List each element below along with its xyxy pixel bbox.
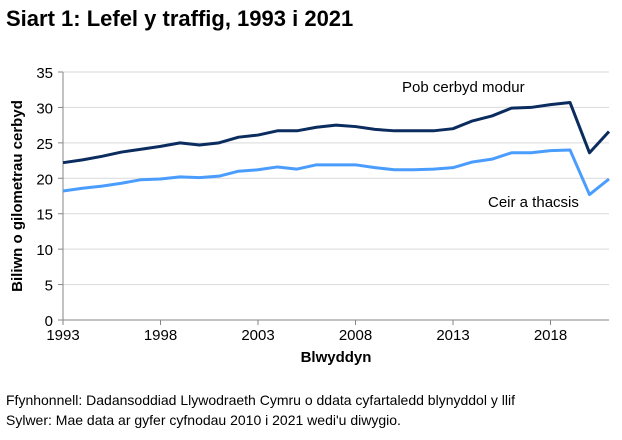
x-tick-label: 2018 bbox=[534, 327, 567, 344]
x-axis-title: Blwyddyn bbox=[301, 349, 372, 366]
y-tick-label: 20 bbox=[36, 171, 53, 188]
y-tick-label: 25 bbox=[36, 136, 53, 153]
x-tick-label: 1998 bbox=[144, 327, 177, 344]
y-axis-title: Biliwn o gilometrau cerbyd bbox=[9, 100, 26, 292]
series-label: Ceir a thacsis bbox=[488, 194, 579, 211]
y-tick-label: 10 bbox=[36, 242, 53, 259]
y-tick-label: 0 bbox=[45, 313, 53, 330]
x-tick-label: 1993 bbox=[46, 327, 79, 344]
y-tick-label: 5 bbox=[45, 278, 53, 295]
y-tick-label: 15 bbox=[36, 207, 53, 224]
x-tick-label: 2008 bbox=[339, 327, 372, 344]
y-tick-label: 35 bbox=[36, 65, 53, 82]
x-tick-label: 2013 bbox=[436, 327, 469, 344]
chart-title: Siart 1: Lefel y traffig, 1993 i 2021 bbox=[6, 6, 354, 31]
source-note: Ffynhonnell: Dadansoddiad Llywodraeth Cy… bbox=[6, 392, 515, 408]
y-tick-label: 30 bbox=[36, 100, 53, 117]
series-label: Pob cerbyd modur bbox=[402, 79, 525, 96]
x-tick-label: 2003 bbox=[241, 327, 274, 344]
series-line-2 bbox=[62, 148, 610, 197]
revision-note: Sylwer: Mae data ar gyfer cyfnodau 2010 … bbox=[6, 412, 401, 428]
